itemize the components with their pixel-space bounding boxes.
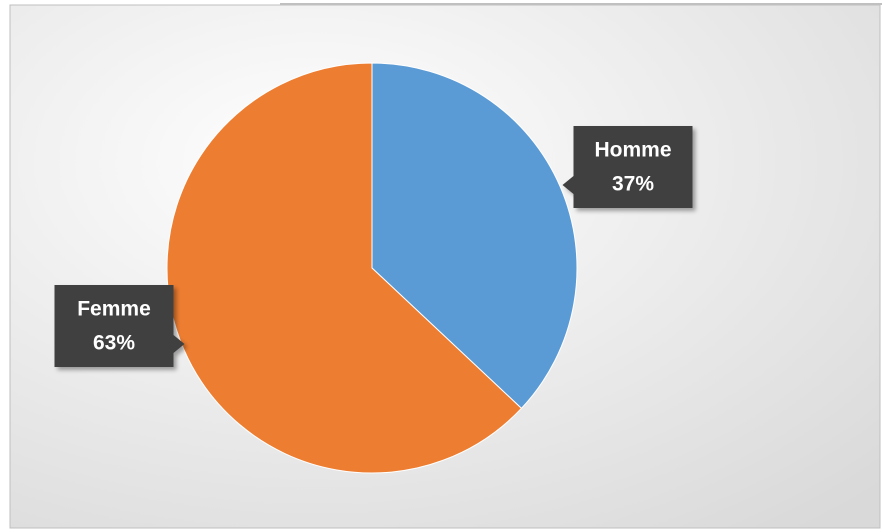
pie-slice (166, 62, 523, 474)
data-label (54, 285, 185, 367)
label-box (562, 126, 693, 208)
label-category: Femme (77, 298, 151, 321)
label-category: Homme (594, 139, 671, 162)
label-box (54, 285, 185, 367)
label-value: 37% (612, 173, 654, 196)
data-label (562, 126, 693, 208)
pie-slice (371, 62, 578, 410)
label-value: 63% (93, 332, 135, 355)
